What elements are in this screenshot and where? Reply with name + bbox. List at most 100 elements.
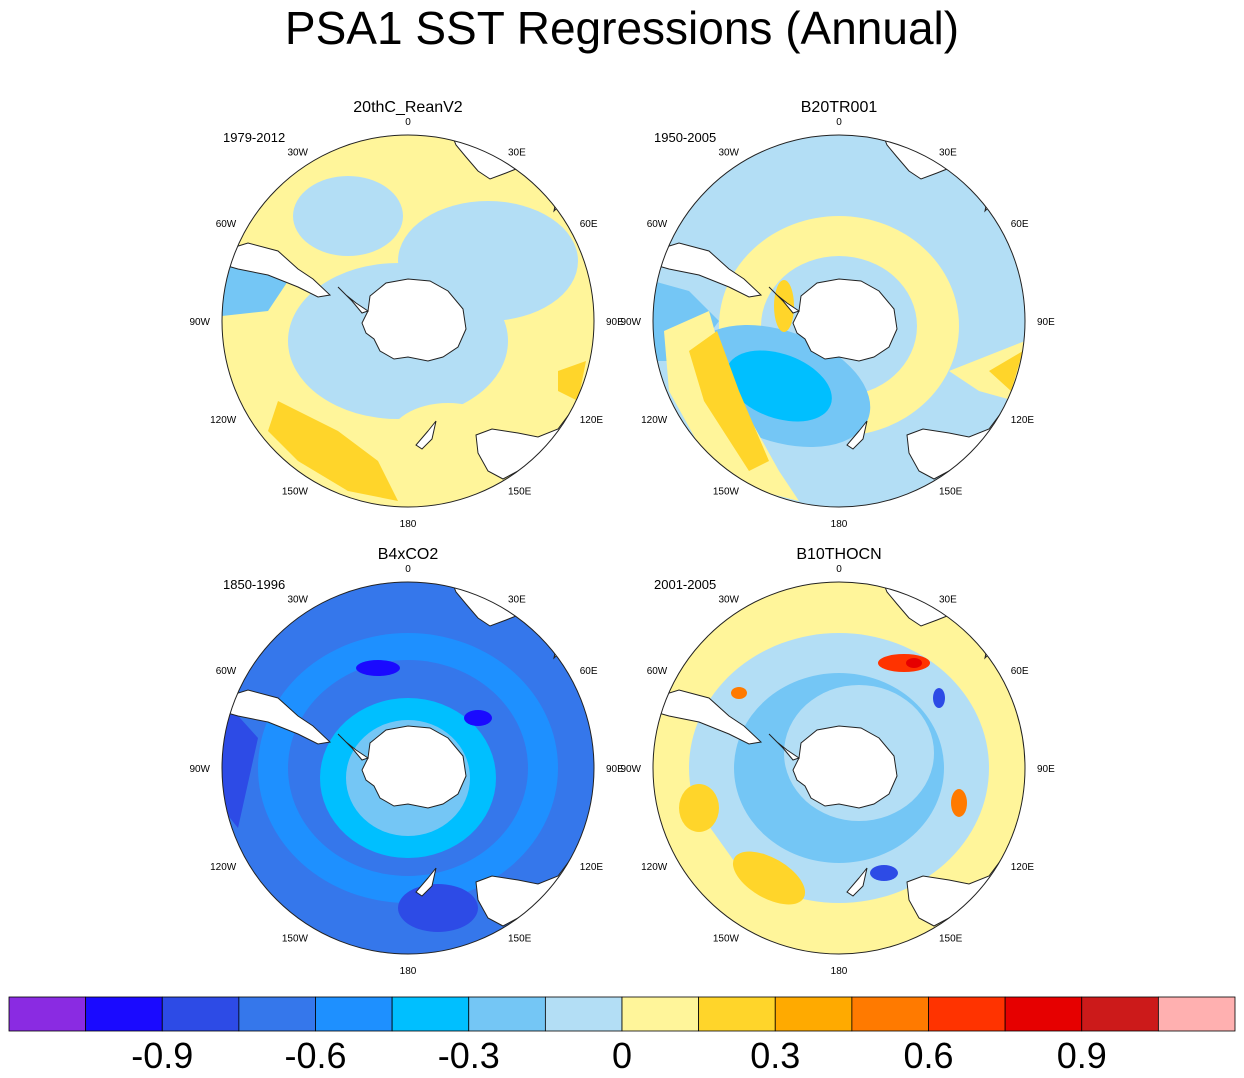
sst-field <box>653 582 1025 954</box>
field-region-neg-core <box>726 350 832 422</box>
lon-label: 120E <box>580 415 604 426</box>
lon-label: 150E <box>508 487 532 498</box>
lon-label: 150E <box>939 487 963 498</box>
colorbar-box <box>698 996 776 1032</box>
field-region-max-core <box>906 658 922 668</box>
colorbar-box <box>85 996 163 1032</box>
lon-label: 30E <box>939 594 957 605</box>
colorbar-box <box>161 996 240 1032</box>
colorbar-tick-label: -0.3 <box>438 1035 500 1076</box>
lon-label: 90E <box>606 764 624 775</box>
period-label: 2001-2005 <box>654 577 716 592</box>
colorbar-box <box>1157 996 1236 1032</box>
colorbar-box <box>774 996 853 1032</box>
map-panel-4: B10THOCN 2001-2005 0 30E 60E 90E 120E 150E 180 15… <box>620 546 1055 977</box>
figure-title: PSA1 SST Regressions (Annual) <box>284 2 960 54</box>
new-zealand-landmass <box>415 867 437 897</box>
sst-field <box>653 135 1025 507</box>
lon-label: 180 <box>400 966 417 977</box>
field-region-neg-spot-b <box>870 865 898 881</box>
lon-label: 30E <box>508 594 526 605</box>
sst-field <box>222 135 594 507</box>
lon-label: 120W <box>641 862 668 873</box>
lon-label: 120W <box>641 415 668 426</box>
lon-label: 30W <box>287 594 308 605</box>
south-america-landmass <box>653 242 763 298</box>
lon-label: 90W <box>620 764 641 775</box>
field-region-west <box>222 698 258 828</box>
colorbar-tick-label: 0 <box>612 1035 632 1076</box>
colorbar-box <box>1004 996 1083 1032</box>
lon-label: 150W <box>713 934 740 945</box>
field-region-pos-spot-a <box>732 851 806 905</box>
lon-label: 150W <box>282 934 309 945</box>
field-region-spot-a <box>356 660 400 676</box>
new-zealand-landmass <box>846 867 868 897</box>
field-region-pos-pacific <box>659 798 799 943</box>
period-label: 1979-2012 <box>223 130 285 145</box>
antarctica-landmass <box>792 725 898 809</box>
lon-label: 60E <box>580 219 598 230</box>
field-region-neg-spot-a <box>933 688 945 708</box>
map-border <box>221 134 595 508</box>
colorbar-box <box>238 996 316 1032</box>
antarctica-landmass <box>361 725 467 809</box>
map-border <box>221 581 595 955</box>
new-zealand-landmass <box>846 420 868 450</box>
field-region-spot-b <box>464 710 492 726</box>
lon-label: 120W <box>210 862 237 873</box>
lon-label: 30E <box>939 147 957 158</box>
lon-label: 60E <box>1011 219 1029 230</box>
field-region-pos-east <box>558 361 586 401</box>
panel-title: B10THOCN <box>796 546 881 563</box>
new-zealand-landmass <box>415 420 437 450</box>
period-label: 1950-2005 <box>654 130 716 145</box>
lon-label: 180 <box>831 519 848 530</box>
period-label: 1850-1996 <box>223 577 285 592</box>
lon-label: 60W <box>647 666 668 677</box>
south-america-landmass <box>222 689 332 745</box>
colorbar-tick-label: 0.9 <box>1057 1035 1107 1076</box>
colorbar-box <box>928 996 1006 1032</box>
lon-label: 90E <box>1037 317 1055 328</box>
lon-label: 150W <box>282 487 309 498</box>
lon-label: 0 <box>836 564 842 575</box>
south-america-landmass <box>653 689 763 745</box>
antarctic-peninsula <box>337 733 370 761</box>
lon-label: 60W <box>216 666 237 677</box>
field-region-pos-east-core <box>989 351 1023 391</box>
lon-label: 120E <box>1011 862 1035 873</box>
lon-label: 90W <box>620 317 641 328</box>
lon-label: 60W <box>216 219 237 230</box>
lon-label: 180 <box>831 966 848 977</box>
colorbar-tick-label: 0.6 <box>903 1035 953 1076</box>
lon-label: 30W <box>287 147 308 158</box>
field-region-neg-atlantic <box>293 176 403 256</box>
colorbar-box <box>468 996 546 1032</box>
field-region-south <box>398 884 478 932</box>
lon-label: 120E <box>1011 415 1035 426</box>
map-panel-2: B20TR001 1950-2005 0 30E 60E 90E 120E 150E 180 15… <box>620 99 1055 530</box>
lon-label: 120E <box>580 862 604 873</box>
panel-title: B4xCO2 <box>378 546 439 563</box>
lon-label: 150W <box>713 487 740 498</box>
colorbar-box <box>1081 996 1159 1032</box>
colorbar-box <box>621 996 700 1032</box>
field-region-pos-spot-c <box>951 789 967 817</box>
field-region-pos-spot-b <box>679 784 719 832</box>
lon-label: 60W <box>647 219 668 230</box>
lon-label: 0 <box>405 117 411 128</box>
lon-label: 90W <box>189 317 210 328</box>
panel-title: B20TR001 <box>801 99 878 116</box>
lon-label: 90E <box>1037 764 1055 775</box>
lon-label: 0 <box>405 564 411 575</box>
lon-label: 30W <box>718 147 739 158</box>
field-region-weakpos-tasman <box>388 403 508 479</box>
field-region-pos-peninsula <box>774 280 794 332</box>
colorbar-tick-label: -0.9 <box>131 1035 193 1076</box>
lon-label: 90E <box>606 317 624 328</box>
south-america-landmass <box>222 242 332 298</box>
antarctica-landmass <box>361 278 467 362</box>
